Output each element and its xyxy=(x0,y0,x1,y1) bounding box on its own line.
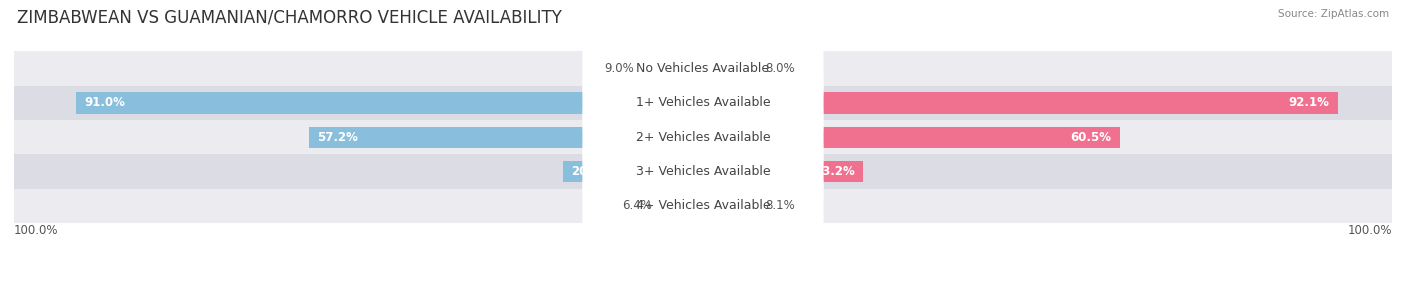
FancyBboxPatch shape xyxy=(582,41,824,165)
Bar xyxy=(14,154,1392,189)
Bar xyxy=(703,92,1337,114)
Bar xyxy=(564,161,703,182)
Bar xyxy=(703,195,759,217)
Text: 92.1%: 92.1% xyxy=(1288,96,1329,110)
Bar xyxy=(14,189,1392,223)
Bar xyxy=(14,120,1392,154)
Text: 91.0%: 91.0% xyxy=(84,96,125,110)
Text: 3+ Vehicles Available: 3+ Vehicles Available xyxy=(636,165,770,178)
Text: 20.3%: 20.3% xyxy=(571,165,612,178)
FancyBboxPatch shape xyxy=(582,144,824,268)
Text: No Vehicles Available: No Vehicles Available xyxy=(637,62,769,75)
Bar xyxy=(659,195,703,217)
Text: 2+ Vehicles Available: 2+ Vehicles Available xyxy=(636,131,770,144)
FancyBboxPatch shape xyxy=(582,75,824,199)
Text: ZIMBABWEAN VS GUAMANIAN/CHAMORRO VEHICLE AVAILABILITY: ZIMBABWEAN VS GUAMANIAN/CHAMORRO VEHICLE… xyxy=(17,9,562,27)
Text: Source: ZipAtlas.com: Source: ZipAtlas.com xyxy=(1278,9,1389,19)
Bar xyxy=(641,58,703,79)
Text: 8.1%: 8.1% xyxy=(766,199,796,212)
FancyBboxPatch shape xyxy=(582,7,824,131)
Bar xyxy=(703,161,863,182)
Text: 6.4%: 6.4% xyxy=(621,199,652,212)
Bar xyxy=(14,51,1392,86)
Text: 100.0%: 100.0% xyxy=(1347,224,1392,237)
FancyBboxPatch shape xyxy=(582,110,824,234)
Legend: Zimbabwean, Guamanian/Chamorro: Zimbabwean, Guamanian/Chamorro xyxy=(554,283,852,286)
Bar xyxy=(14,86,1392,120)
Text: 100.0%: 100.0% xyxy=(14,224,59,237)
Text: 57.2%: 57.2% xyxy=(318,131,359,144)
Text: 8.0%: 8.0% xyxy=(765,62,794,75)
Text: 4+ Vehicles Available: 4+ Vehicles Available xyxy=(636,199,770,212)
Bar xyxy=(309,127,703,148)
Text: 23.2%: 23.2% xyxy=(814,165,855,178)
Bar xyxy=(703,127,1119,148)
Bar xyxy=(76,92,703,114)
Text: 9.0%: 9.0% xyxy=(605,62,634,75)
Text: 60.5%: 60.5% xyxy=(1070,131,1112,144)
Bar xyxy=(703,58,758,79)
Text: 1+ Vehicles Available: 1+ Vehicles Available xyxy=(636,96,770,110)
